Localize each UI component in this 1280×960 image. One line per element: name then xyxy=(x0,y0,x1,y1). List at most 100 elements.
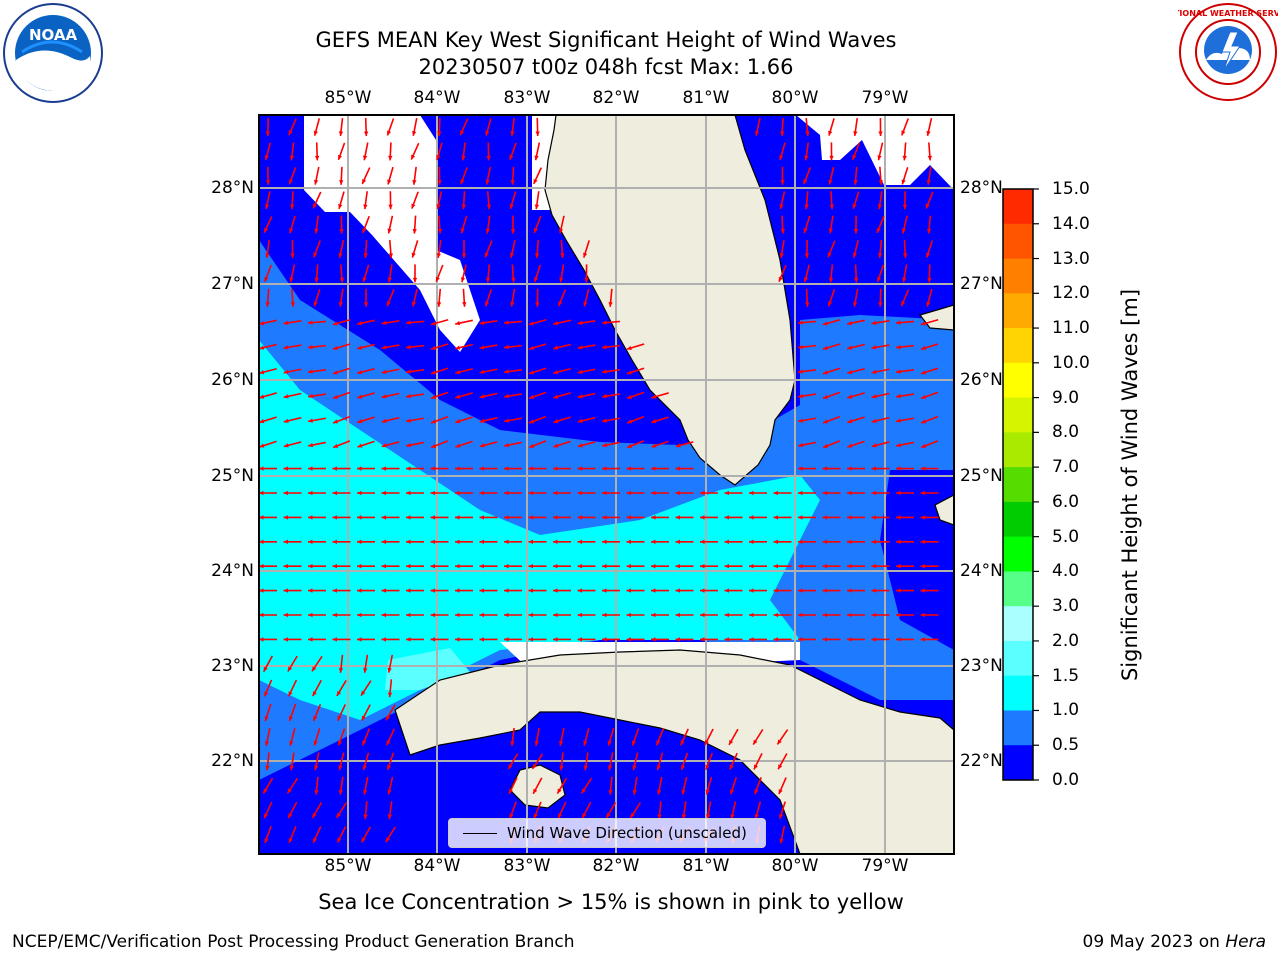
wind-arrow xyxy=(779,191,786,210)
wind-arrow xyxy=(504,466,522,471)
wind-arrow xyxy=(797,393,817,399)
wind-arrow xyxy=(871,320,890,326)
wind-arrow xyxy=(828,166,835,185)
wind-arrow xyxy=(602,515,620,520)
wind-arrow xyxy=(455,588,473,593)
wind-arrow xyxy=(626,612,645,618)
wind-arrow xyxy=(363,239,368,259)
wind-arrow xyxy=(829,142,834,161)
wind-arrow xyxy=(455,343,473,350)
wind-arrow xyxy=(386,752,395,771)
wind-arrow xyxy=(651,392,669,399)
lon-tick-top: 82°W xyxy=(592,88,640,108)
wind-arrow xyxy=(629,802,642,819)
wind-arrow xyxy=(307,417,327,423)
wind-arrow xyxy=(896,441,914,448)
wind-arrow xyxy=(602,539,620,544)
wind-arrow xyxy=(822,415,841,424)
wind-arrow xyxy=(754,801,762,820)
wind-arrow xyxy=(675,637,694,642)
lat-tick-left: 22°N xyxy=(211,751,254,771)
wind-arrow xyxy=(626,440,645,449)
band-1.0-1.5 xyxy=(259,340,820,720)
wind-arrow xyxy=(486,142,491,161)
wind-arrow xyxy=(357,440,375,448)
wind-arrow xyxy=(651,564,669,569)
wind-arrow xyxy=(259,490,277,496)
wind-arrow xyxy=(265,288,270,307)
wind-arrow xyxy=(357,588,375,593)
wind-arrow xyxy=(700,539,718,544)
wind-arrow xyxy=(822,490,841,496)
wind-arrow xyxy=(675,515,694,520)
wind-arrow xyxy=(777,753,788,770)
wind-arrow xyxy=(338,654,344,673)
wind-arrow xyxy=(626,343,645,350)
wind-arrow xyxy=(313,288,321,307)
wind-arrow xyxy=(608,776,613,795)
lon-tick-bottom: 83°W xyxy=(503,856,551,876)
wind-arrow xyxy=(895,344,915,350)
wind-arrow xyxy=(902,142,907,161)
wind-arrow xyxy=(381,612,400,618)
wind-arrow xyxy=(626,564,645,569)
lat-tick-right: 24°N xyxy=(960,561,1003,581)
wind-arrow xyxy=(286,777,299,794)
wind-arrow xyxy=(485,118,492,136)
wind-arrow xyxy=(411,288,418,307)
wind-arrow xyxy=(361,704,371,721)
wind-arrow xyxy=(798,515,816,520)
wind-arrow xyxy=(779,239,785,259)
wind-arrow xyxy=(675,588,694,593)
wind-arrow xyxy=(385,826,396,843)
wind-arrow xyxy=(700,515,718,520)
wind-arrow xyxy=(780,117,785,137)
wind-arrow xyxy=(504,515,522,520)
wind-arrow xyxy=(534,239,540,259)
wind-arrow xyxy=(461,240,467,258)
wind-arrow xyxy=(854,264,859,283)
wind-arrow xyxy=(357,539,375,544)
wind-arrow xyxy=(504,539,522,544)
wind-arrow xyxy=(535,288,540,307)
wind-arrow xyxy=(553,440,571,448)
wind-arrow xyxy=(871,368,890,374)
wind-arrow xyxy=(822,588,841,593)
wind-arrow xyxy=(601,393,621,399)
wind-arrow xyxy=(829,191,834,210)
wind-arrow xyxy=(553,343,571,350)
wind-arrow xyxy=(803,215,811,234)
wind-arrow xyxy=(528,466,547,471)
wind-arrow xyxy=(773,564,792,569)
wind-arrow xyxy=(308,588,326,593)
wind-arrow xyxy=(749,612,767,618)
wind-arrow xyxy=(920,515,939,520)
wind-arrow xyxy=(460,264,467,283)
wind-arrow xyxy=(430,343,449,350)
wind-arrow xyxy=(754,777,762,795)
wind-arrow xyxy=(455,490,473,496)
wind-arrow xyxy=(510,166,515,185)
wind-arrow xyxy=(626,391,645,400)
wind-arrow xyxy=(283,466,302,471)
wind-arrow xyxy=(656,752,664,771)
wind-arrow xyxy=(357,319,375,326)
wind-arrow xyxy=(406,637,424,642)
wind-arrow xyxy=(405,369,425,374)
wind-arrow xyxy=(509,240,516,258)
wind-arrow xyxy=(804,239,810,259)
wind-arrow xyxy=(357,564,375,569)
wind-arrow xyxy=(533,215,542,234)
wind-arrow xyxy=(632,752,639,771)
wind-arrow xyxy=(311,802,323,819)
wind-arrow xyxy=(411,240,419,258)
graticule xyxy=(259,115,954,854)
wind-arrow xyxy=(675,539,694,544)
wind-arrow xyxy=(577,320,596,326)
wind-arrow xyxy=(263,679,273,697)
wind-arrow xyxy=(288,703,297,722)
wind-arrow xyxy=(926,288,933,307)
wind-arrow xyxy=(773,539,792,544)
wind-arrow xyxy=(313,752,320,771)
